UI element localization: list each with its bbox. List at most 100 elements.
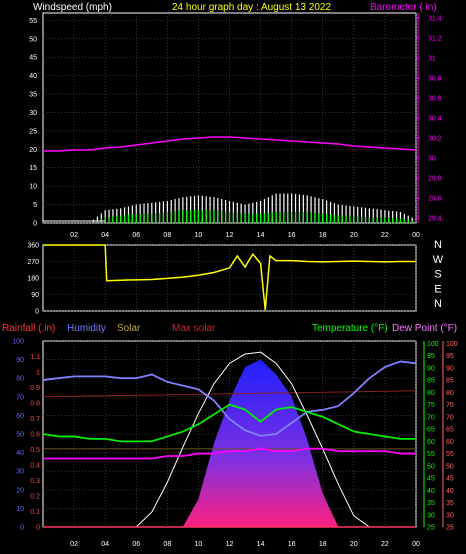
- graph-title: 24 hour graph day : August 13 2022: [172, 2, 331, 13]
- rain-axis-tick: 0.3: [30, 478, 40, 485]
- x-tick-label-bottom: 10: [195, 541, 203, 548]
- direction-axis-tick: 0: [35, 309, 39, 316]
- wind-axis-tick: 40: [29, 73, 37, 80]
- rain-axis-tick: 0.2: [30, 494, 40, 501]
- temp-axis-tick: 80: [427, 390, 435, 397]
- x-tick-label-top: 10: [195, 232, 203, 239]
- barometer-axis-tick: 31: [428, 56, 436, 63]
- max-solar-level-line: [42, 390, 417, 398]
- dew-axis-tick: 60: [446, 439, 454, 446]
- humidity-line: [42, 360, 417, 437]
- direction-axis-tick: 270: [27, 259, 39, 266]
- x-tick-label-bottom: 02: [70, 541, 78, 548]
- humidity-axis-tick: 40: [16, 450, 24, 457]
- compass-label: W: [433, 254, 444, 266]
- humidity-axis-tick: 10: [16, 506, 24, 513]
- temperature-label: Temperature (°F): [312, 323, 388, 334]
- barometer-axis-tick: 30: [428, 156, 436, 163]
- dew-axis-tick: 40: [446, 488, 454, 495]
- direction-axis-tick: 180: [27, 276, 39, 283]
- barometer-axis-tick: 30.8: [428, 76, 442, 83]
- x-tick-label-top: 14: [257, 232, 265, 239]
- wind-axis-tick: 50: [29, 36, 37, 43]
- x-tick-label-top: 08: [163, 232, 171, 239]
- dew-axis-tick: 50: [446, 463, 454, 470]
- x-tick-label-bottom: 06: [132, 541, 140, 548]
- rain-axis-tick: 0.4: [30, 463, 40, 470]
- solar-label: Solar: [117, 323, 141, 334]
- humidity-axis-tick: 30: [16, 469, 24, 476]
- humidity-axis-tick: 80: [16, 376, 24, 383]
- barometer-line: [43, 136, 417, 152]
- barometer-axis-tick: 29.6: [428, 196, 442, 203]
- temp-axis-tick: 70: [427, 414, 435, 421]
- x-tick-label-top: 02: [70, 232, 78, 239]
- x-tick-label-bottom: 00: [412, 541, 420, 548]
- dew-point-label: Dew Point (°F): [392, 323, 457, 334]
- wind-axis-tick: 0: [33, 221, 37, 228]
- temp-axis-tick: 75: [427, 402, 435, 409]
- x-tick-label-top: 04: [101, 232, 109, 239]
- wind-direction-line: [43, 244, 416, 311]
- humidity-axis-tick: 20: [16, 487, 24, 494]
- x-tick-label-top: 20: [350, 232, 358, 239]
- wind-axis-tick: 15: [29, 165, 37, 172]
- rain-axis-tick: 0.9: [30, 385, 40, 392]
- barometer-axis-tick: 30.6: [428, 96, 442, 103]
- humidity-axis-tick: 50: [16, 432, 24, 439]
- rain-axis-tick: 0.6: [30, 432, 40, 439]
- humidity-axis-tick: 100: [12, 339, 24, 346]
- temp-axis-tick: 65: [427, 427, 435, 434]
- dew-axis-tick: 65: [446, 427, 454, 434]
- barometer-axis-tick: 31.4: [428, 16, 442, 23]
- wind-axis-tick: 30: [29, 110, 37, 117]
- dew-axis-tick: 95: [446, 353, 454, 360]
- x-tick-label-top: 16: [288, 232, 296, 239]
- x-tick-label-top: 12: [226, 232, 234, 239]
- direction-axis-tick: 360: [27, 243, 39, 250]
- barometer-axis-tick: 29.4: [428, 216, 442, 223]
- wind-axis-tick: 25: [29, 128, 37, 135]
- temp-axis-tick: 25: [427, 525, 435, 532]
- dew-axis-tick: 55: [446, 451, 454, 458]
- wind-axis-tick: 20: [29, 147, 37, 154]
- wind-axis-tick: 5: [33, 202, 37, 209]
- x-tick-label-top: 00: [412, 232, 420, 239]
- dew-axis-tick: 75: [446, 402, 454, 409]
- temp-axis-tick: 90: [427, 365, 435, 372]
- dew-point-line: [43, 447, 416, 460]
- barometer-axis-tick: 31.2: [428, 36, 442, 43]
- x-tick-label-bottom: 18: [319, 541, 327, 548]
- wind-axis-tick: 45: [29, 55, 37, 62]
- barometer-label: Barometer ( in): [370, 2, 437, 13]
- dew-axis-tick: 35: [446, 500, 454, 507]
- humidity-axis-tick: 0: [20, 525, 24, 532]
- solar-area: [43, 359, 416, 527]
- x-tick-label-top: 06: [132, 232, 140, 239]
- rain-axis-tick: 0.5: [30, 447, 40, 454]
- temp-axis-tick: 50: [427, 463, 435, 470]
- compass-label: N: [434, 298, 442, 310]
- direction-axis-tick: 90: [31, 292, 39, 299]
- x-tick-label-bottom: 14: [257, 541, 265, 548]
- temperature-line: [42, 403, 416, 443]
- humidity-axis-tick: 70: [16, 394, 24, 401]
- temp-axis-tick: 45: [427, 476, 435, 483]
- temp-axis-tick: 55: [427, 451, 435, 458]
- x-tick-label-bottom: 12: [226, 541, 234, 548]
- wind-axis-tick: 35: [29, 92, 37, 99]
- rainfall-label: Rainfall (.in): [2, 323, 55, 334]
- dew-axis-tick: 100: [446, 341, 458, 348]
- temp-axis-tick: 35: [427, 500, 435, 507]
- rain-axis-tick: 0.8: [30, 401, 40, 408]
- rain-axis-tick: 1.1: [30, 354, 40, 361]
- rain-axis-tick: 0: [36, 525, 40, 532]
- rain-axis-tick: 1: [36, 370, 40, 377]
- dew-axis-tick: 45: [446, 476, 454, 483]
- humidity-axis-tick: 60: [16, 413, 24, 420]
- dew-axis-tick: 25: [446, 525, 454, 532]
- temp-axis-tick: 100: [427, 341, 439, 348]
- x-tick-label-bottom: 22: [381, 541, 389, 548]
- max-solar-label: Max solar: [172, 323, 216, 334]
- x-tick-label-bottom: 20: [350, 541, 358, 548]
